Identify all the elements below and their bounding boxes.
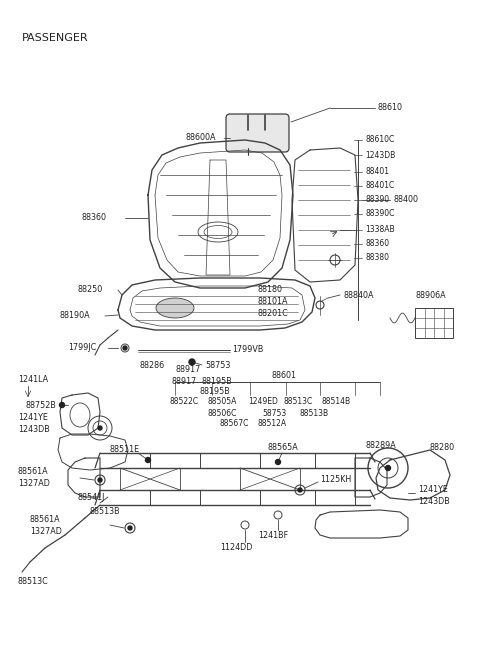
- Text: 88567C: 88567C: [220, 419, 250, 428]
- Text: 88522C: 88522C: [170, 398, 199, 407]
- Text: 88250: 88250: [78, 286, 103, 295]
- Text: 1243DB: 1243DB: [418, 498, 450, 506]
- Circle shape: [189, 359, 195, 365]
- Text: 88289A: 88289A: [365, 441, 396, 449]
- Circle shape: [123, 346, 127, 350]
- Text: 1327AD: 1327AD: [30, 527, 62, 536]
- Text: 88201C: 88201C: [258, 310, 289, 318]
- Text: PASSENGER: PASSENGER: [22, 33, 89, 43]
- Text: 88390: 88390: [365, 195, 389, 204]
- Text: 88906A: 88906A: [415, 291, 445, 299]
- Text: 88561A: 88561A: [18, 468, 48, 476]
- Text: 88195B: 88195B: [200, 388, 231, 396]
- FancyBboxPatch shape: [226, 114, 289, 152]
- Text: 88513C: 88513C: [18, 578, 49, 586]
- Text: 88513B: 88513B: [300, 409, 329, 417]
- Text: 1243DB: 1243DB: [18, 426, 50, 434]
- Text: 88401: 88401: [365, 168, 389, 176]
- Circle shape: [276, 460, 280, 464]
- Text: 1125KH: 1125KH: [320, 476, 351, 485]
- Text: 1241YE: 1241YE: [18, 413, 48, 422]
- Circle shape: [98, 426, 102, 430]
- Text: 88600A: 88600A: [185, 134, 216, 143]
- Text: 1241YE: 1241YE: [418, 485, 448, 495]
- Circle shape: [385, 466, 391, 470]
- Circle shape: [145, 457, 151, 462]
- Text: 88360: 88360: [82, 214, 107, 223]
- Text: 1338AB: 1338AB: [365, 225, 395, 234]
- Text: 88541J: 88541J: [78, 493, 106, 502]
- Text: 58753: 58753: [205, 360, 230, 369]
- Text: 88514B: 88514B: [322, 398, 351, 407]
- Text: 88360: 88360: [365, 240, 389, 248]
- Text: 88513C: 88513C: [284, 398, 313, 407]
- Text: 88917: 88917: [175, 365, 200, 375]
- Text: 88601: 88601: [272, 371, 297, 379]
- Bar: [415, 308, 453, 338]
- Text: 1249ED: 1249ED: [248, 398, 278, 407]
- Text: 1241LA: 1241LA: [18, 375, 48, 384]
- Text: 88752B: 88752B: [25, 400, 56, 409]
- Text: 88101A: 88101A: [258, 297, 288, 307]
- Text: 88390C: 88390C: [365, 210, 395, 219]
- Text: 1241BF: 1241BF: [258, 531, 288, 540]
- Text: 88561A: 88561A: [30, 515, 60, 525]
- Text: 1124DD: 1124DD: [220, 544, 252, 553]
- Circle shape: [60, 403, 64, 407]
- Text: 1327AD: 1327AD: [18, 479, 50, 487]
- Text: 88512A: 88512A: [258, 419, 287, 428]
- Text: 88610C: 88610C: [365, 136, 394, 145]
- Text: 58753: 58753: [262, 409, 286, 417]
- Text: 1243DB: 1243DB: [365, 151, 395, 160]
- Circle shape: [298, 488, 302, 492]
- Circle shape: [98, 478, 102, 482]
- Text: 88917: 88917: [172, 377, 197, 386]
- Text: 88190A: 88190A: [60, 312, 91, 320]
- Text: 88401C: 88401C: [365, 181, 394, 191]
- Text: 88513B: 88513B: [90, 508, 120, 517]
- Text: 88840A: 88840A: [343, 291, 373, 299]
- Text: 88506C: 88506C: [208, 409, 238, 417]
- Text: 88280: 88280: [430, 443, 455, 453]
- Text: 1799VB: 1799VB: [232, 345, 264, 354]
- Text: 88565A: 88565A: [268, 443, 299, 451]
- Text: 1799JC: 1799JC: [68, 343, 96, 352]
- Text: 88380: 88380: [365, 253, 389, 263]
- Ellipse shape: [156, 298, 194, 318]
- Text: 88195B: 88195B: [202, 377, 233, 386]
- Text: 88610: 88610: [378, 103, 403, 113]
- Circle shape: [128, 526, 132, 530]
- Text: 88505A: 88505A: [208, 398, 238, 407]
- Text: 88511E: 88511E: [110, 445, 140, 455]
- Text: 88180: 88180: [258, 286, 283, 295]
- Text: 88286: 88286: [140, 360, 165, 369]
- Text: 88400: 88400: [393, 195, 418, 204]
